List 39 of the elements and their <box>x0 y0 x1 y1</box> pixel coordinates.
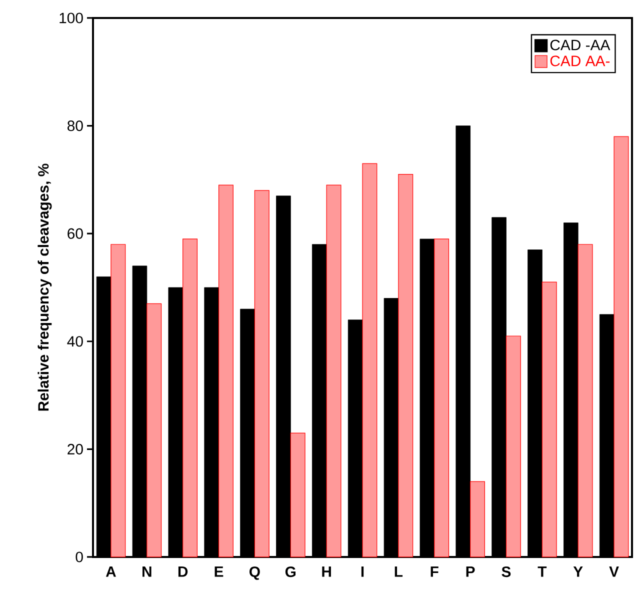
y-tick-label: 60 <box>68 228 83 239</box>
y-axis-title: Relative frequency of cleavages, % <box>38 164 52 411</box>
x-tick-label: P <box>466 566 475 577</box>
x-tick-label: F <box>430 566 438 577</box>
bar <box>218 184 234 558</box>
bar <box>542 282 557 558</box>
x-tick-label: T <box>538 566 547 577</box>
y-tick-label: 20 <box>68 444 83 454</box>
bar <box>290 432 306 558</box>
legend-label: CAD AA- <box>550 56 610 66</box>
x-tick-label: N <box>142 566 152 577</box>
x-tick-label: G <box>285 566 296 578</box>
bar <box>182 238 198 558</box>
x-tick-label: H <box>322 566 331 577</box>
y-tick-label: 0 <box>76 552 83 562</box>
bar <box>110 244 126 558</box>
y-tick-label: 80 <box>68 120 83 132</box>
x-tick-label: A <box>106 566 116 577</box>
x-tick-label: Q <box>250 566 260 580</box>
y-tick-label: 100 <box>60 12 83 24</box>
bar <box>434 238 450 558</box>
y-tick-label: 40 <box>67 336 83 347</box>
bar <box>470 481 485 558</box>
x-tick-label: S <box>502 566 511 578</box>
x-tick-label: L <box>394 566 403 577</box>
bar <box>362 163 378 558</box>
bar <box>398 174 414 558</box>
x-tick-label: I <box>361 566 364 577</box>
legend-label: CAD -AA <box>550 40 610 50</box>
x-tick-label: Y <box>573 566 583 577</box>
bar <box>326 184 342 558</box>
x-tick-label: D <box>178 566 188 577</box>
bar <box>578 244 593 558</box>
bar <box>506 336 521 558</box>
x-tick-label: V <box>609 566 619 577</box>
x-tick-label: E <box>214 566 224 577</box>
bar <box>614 136 629 558</box>
bar <box>254 190 270 558</box>
bar <box>146 303 162 558</box>
